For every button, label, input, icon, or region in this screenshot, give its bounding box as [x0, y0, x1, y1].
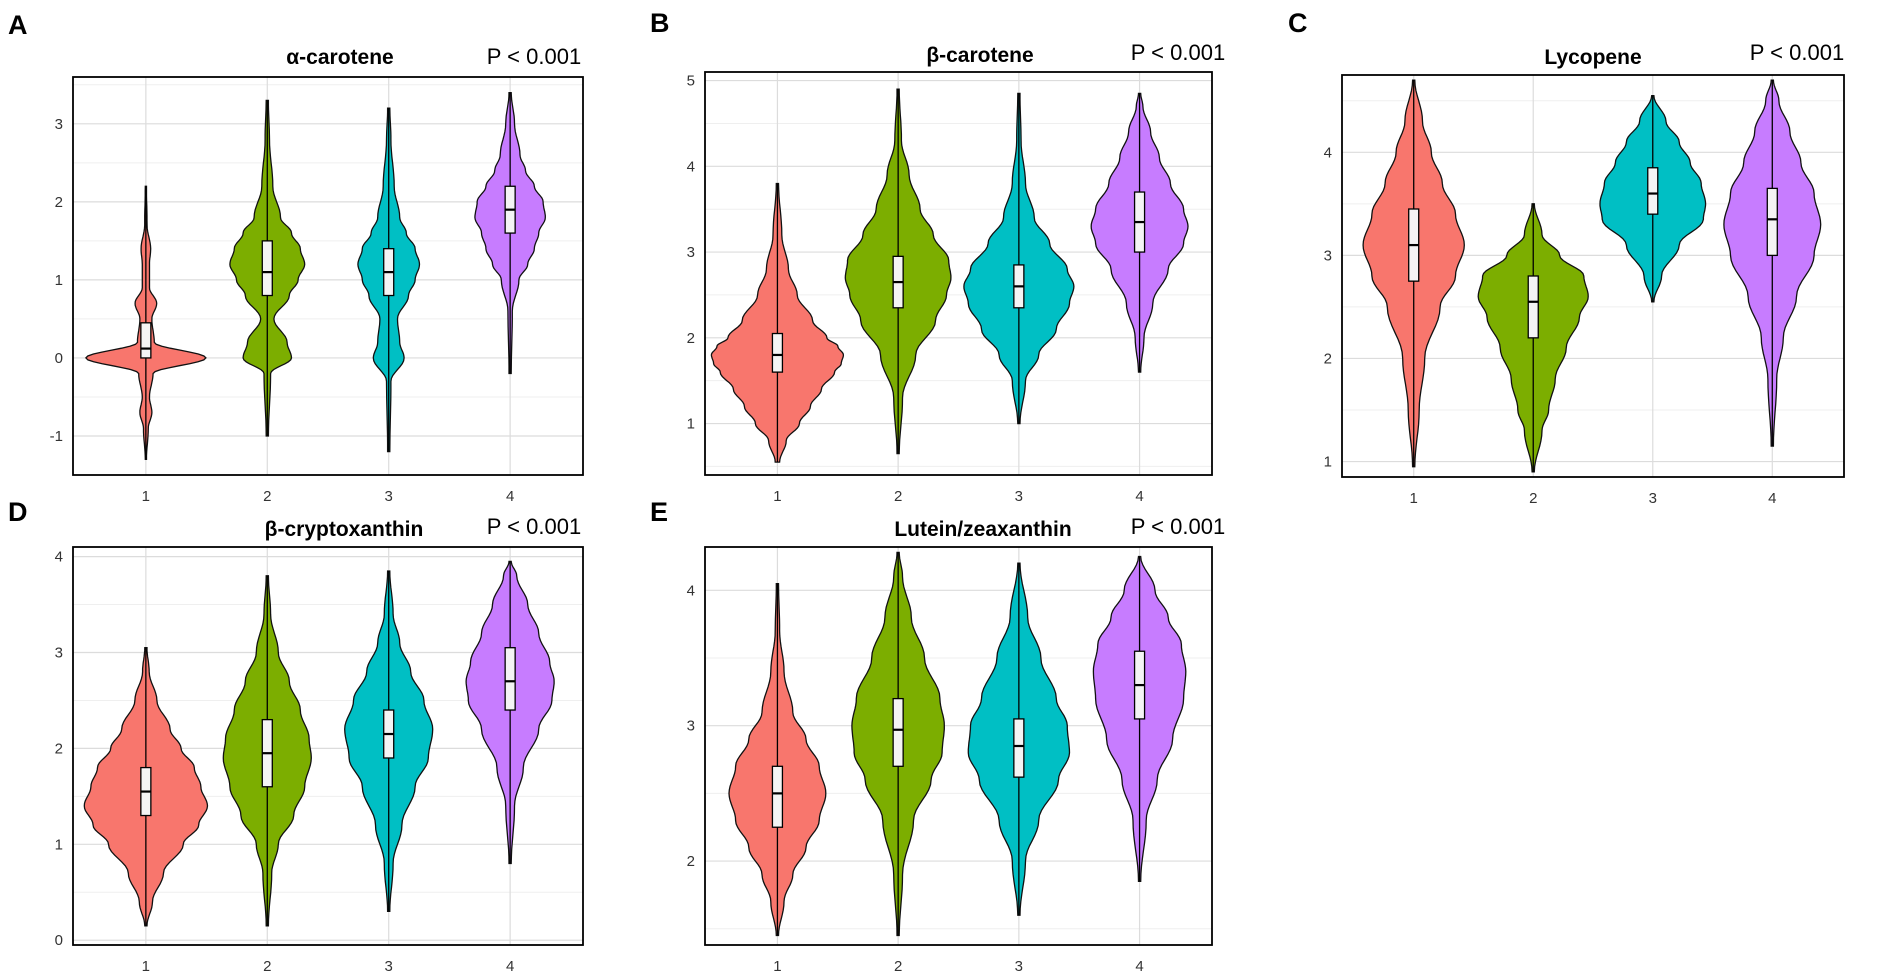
panel-c-p-value: P < 0.001 [1750, 40, 1844, 65]
panel-a-letter: A [8, 10, 28, 40]
panel-d-y-tick-label: 3 [55, 644, 63, 661]
panel-a: A α-carotene P < 0.001 -1 0 1 2 3 1 2 3 4 [8, 10, 584, 505]
panel-a-plot-area: -1 0 1 2 3 1 2 3 4 [50, 76, 584, 505]
panel-d-x-tick-label: 3 [385, 958, 393, 975]
panel-e-letter: E [650, 497, 668, 527]
panel-b-y-tick-label: 2 [687, 330, 695, 347]
panel-e-x-tick-label: 1 [773, 958, 781, 975]
panel-d-x-tick-label: 2 [263, 958, 271, 975]
panel-d-x-tick-label: 4 [506, 958, 514, 975]
panel-d: D β-cryptoxanthin P < 0.001 0 1 2 3 4 1 2 3 4 [8, 497, 584, 975]
panel-d-y-tick-label: 0 [55, 932, 63, 949]
panel-b-p-value: P < 0.001 [1131, 40, 1225, 65]
panel-a-frame [72, 76, 584, 476]
panel-e-y-tick-label: 3 [687, 718, 695, 735]
panel-e-y-tick-label: 4 [687, 582, 695, 599]
panel-a-y-tick-label: 0 [55, 350, 63, 367]
panel-c-letter: C [1288, 8, 1308, 38]
panel-c-frame [1341, 74, 1845, 478]
panel-d-y-tick-label: 4 [55, 549, 63, 566]
panel-a-y-tick-label: -1 [50, 428, 63, 445]
panel-e-frame [704, 546, 1213, 946]
panel-e-title: Lutein/zeaxanthin [894, 518, 1071, 541]
panel-a-x-tick-label: 4 [506, 488, 514, 505]
box-c-2 [1527, 275, 1539, 339]
box-e-2 [892, 697, 904, 767]
panel-a-x-tick-label: 3 [385, 488, 393, 505]
panel-c-y-tick-label: 3 [1324, 247, 1332, 264]
panel-e: E Lutein/zeaxanthin P < 0.001 2 3 4 1 2 3 4 [650, 497, 1225, 975]
panel-e-y-tick-label: 2 [687, 853, 695, 870]
panel-b-x-tick-label: 1 [773, 488, 781, 505]
panel-b-y-tick-label: 5 [687, 73, 695, 90]
panel-c-y-tick-label: 2 [1324, 350, 1332, 367]
panel-e-x-tick-label: 4 [1135, 958, 1143, 975]
panel-b-x-tick-label: 2 [894, 488, 902, 505]
panel-c-y-tick-label: 4 [1324, 144, 1332, 161]
panel-c-y-tick-label: 1 [1324, 454, 1332, 471]
panel-a-p-value: P < 0.001 [487, 44, 581, 69]
panel-c-title: Lycopene [1544, 46, 1641, 69]
panel-a-y-tick-label: 3 [55, 116, 63, 133]
panel-d-plot-area: 0 1 2 3 4 1 2 3 4 [55, 546, 584, 975]
panel-d-frame [72, 546, 584, 946]
panel-d-title: β-cryptoxanthin [265, 518, 424, 541]
panel-b-y-tick-label: 4 [687, 158, 695, 175]
box-c-3 [1647, 167, 1659, 215]
panel-b-frame [704, 71, 1213, 476]
panel-c-x-tick-label: 1 [1410, 490, 1418, 507]
panel-b-x-tick-label: 3 [1015, 488, 1023, 505]
box-d-4 [504, 647, 516, 711]
panel-a-x-tick-label: 1 [142, 488, 150, 505]
box-a-1 [140, 322, 152, 359]
box-a-2 [261, 240, 273, 297]
panel-e-x-tick-label: 2 [894, 958, 902, 975]
panel-c-plot-area: 1 2 3 4 1 2 3 4 [1324, 74, 1845, 507]
panel-b-plot-area: 1 2 3 4 5 1 2 3 4 [687, 71, 1213, 505]
panel-b-letter: B [650, 8, 670, 38]
panel-d-p-value: P < 0.001 [487, 514, 581, 539]
panel-b: B β-carotene P < 0.001 1 2 3 4 5 1 2 3 4 [650, 8, 1225, 505]
panel-e-p-value: P < 0.001 [1131, 514, 1225, 539]
panel-a-y-tick-label: 2 [55, 194, 63, 211]
panel-a-title: α-carotene [286, 46, 393, 69]
panel-b-y-tick-label: 1 [687, 416, 695, 433]
panel-a-x-tick-label: 2 [263, 488, 271, 505]
panel-d-y-tick-label: 1 [55, 836, 63, 853]
panel-b-y-tick-label: 3 [687, 244, 695, 261]
panel-c-x-tick-label: 4 [1768, 490, 1776, 507]
box-e-3 [1013, 718, 1025, 778]
box-c-4 [1766, 187, 1778, 257]
panel-e-plot-area: 2 3 4 1 2 3 4 [687, 546, 1213, 975]
panel-a-y-tick-label: 1 [55, 272, 63, 289]
box-e-1 [771, 765, 784, 828]
box-b-1 [771, 332, 784, 373]
panel-b-title: β-carotene [926, 44, 1033, 67]
panel-c-x-tick-label: 2 [1529, 490, 1537, 507]
panel-b-x-tick-label: 4 [1135, 488, 1143, 505]
panel-c: C Lycopene P < 0.001 1 2 3 4 1 2 3 4 [1288, 8, 1845, 507]
panel-e-x-tick-label: 3 [1015, 958, 1023, 975]
panel-d-x-tick-label: 1 [142, 958, 150, 975]
panel-c-x-tick-label: 3 [1649, 490, 1657, 507]
panel-d-y-tick-label: 2 [55, 740, 63, 757]
panel-d-letter: D [8, 497, 28, 527]
